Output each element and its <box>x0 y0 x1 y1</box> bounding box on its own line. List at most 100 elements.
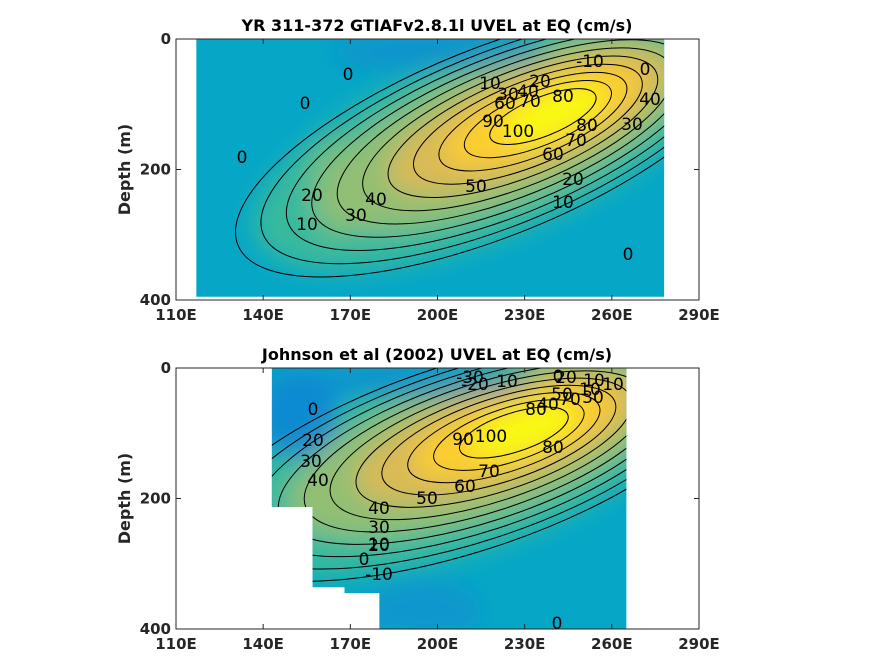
contour-label: 10 <box>579 380 601 400</box>
contour-label: 10 <box>296 215 318 235</box>
x-tick-label: 200E <box>417 306 459 324</box>
contour-line <box>387 55 659 198</box>
contour-line <box>433 399 585 471</box>
contour-label: 90 <box>452 430 474 450</box>
top-panel: YR 311-372 GTIAFv2.8.1l UVEL at EQ (cm/s… <box>115 16 720 324</box>
contour-label: 60 <box>494 94 516 114</box>
contour-label: 80 <box>525 400 547 420</box>
bottom-y-axis-label: Depth (m) <box>115 453 134 545</box>
contour-label: -10 <box>596 375 624 395</box>
y-tick-label: 200 <box>140 490 171 508</box>
bottom-chart-title: Johnson et al (2002) UVEL at EQ (cm/s) <box>261 345 612 364</box>
contour-label: 0 <box>623 245 634 265</box>
contour-line <box>463 80 613 159</box>
field-level <box>471 404 577 456</box>
y-tick-label: 0 <box>161 359 171 377</box>
contour-label: 20 <box>302 431 324 451</box>
contour-label: -30 <box>456 368 484 388</box>
contour-label: 10 <box>552 193 574 213</box>
contour-label: 70 <box>519 92 541 112</box>
contour-label: 20 <box>301 186 323 206</box>
contour-label: 60 <box>542 145 564 165</box>
contour-line <box>458 406 569 459</box>
x-tick-label: 140E <box>242 306 284 324</box>
bottom-contour-lines <box>271 368 627 582</box>
contour-line <box>235 39 665 278</box>
y-tick-label: 200 <box>140 161 171 179</box>
contour-line <box>271 368 627 570</box>
x-tick-label: 110E <box>155 306 197 324</box>
deep-westward-flow <box>362 579 483 629</box>
contour-label: 30 <box>300 452 322 472</box>
contour-label: 80 <box>576 116 598 136</box>
contour-label: 40 <box>365 190 387 210</box>
x-tick-label: 200E <box>417 635 459 653</box>
contour-line <box>355 377 627 508</box>
contour-line <box>303 368 627 533</box>
contour-label: 20 <box>368 536 390 556</box>
y-tick-label: 400 <box>140 620 171 638</box>
contour-label: 0 <box>300 94 311 114</box>
x-tick-label: 260E <box>591 306 633 324</box>
y-tick-label: 400 <box>140 291 171 309</box>
contour-label: 30 <box>621 115 643 135</box>
contour-label: 0 <box>359 550 370 570</box>
contour-label: 30 <box>345 206 367 226</box>
contour-label: 40 <box>537 395 559 415</box>
y-tick-label: 0 <box>161 30 171 48</box>
contour-line <box>438 71 628 172</box>
contour-label: 70 <box>478 462 500 482</box>
contour-label: 10 <box>368 535 390 555</box>
x-tick-label: 290E <box>678 635 720 653</box>
bottom-velocity-field <box>271 368 627 629</box>
contour-label: 20 <box>555 368 577 388</box>
contour-label: 40 <box>307 471 329 491</box>
contour-label: -10 <box>365 565 393 585</box>
contour-label: 50 <box>551 385 573 405</box>
contour-label: 80 <box>552 87 574 107</box>
contour-group <box>271 368 627 582</box>
surface-westward-flow <box>312 368 533 400</box>
contour-label: 70 <box>559 390 581 410</box>
x-tick-label: 230E <box>504 635 546 653</box>
contour-label: -20 <box>461 375 489 395</box>
top-velocity-field <box>196 39 665 297</box>
contour-group <box>235 39 665 278</box>
contour-line <box>271 368 627 582</box>
contour-label: 20 <box>529 72 551 92</box>
contour-label: -10 <box>576 52 604 72</box>
x-tick-label: 140E <box>242 635 284 653</box>
western-westward-flow <box>271 368 339 459</box>
contour-label: 70 <box>565 131 587 151</box>
x-tick-label: 230E <box>504 306 546 324</box>
contour-label: 60 <box>454 477 476 497</box>
contour-line <box>362 47 665 212</box>
contour-label: 50 <box>416 489 438 509</box>
contour-label: 100 <box>475 427 507 447</box>
x-tick-label: 260E <box>591 635 633 653</box>
field-level <box>501 86 605 142</box>
contour-label: 10 <box>583 371 605 391</box>
contour-label: 0 <box>308 400 319 420</box>
contour-line <box>260 39 665 265</box>
contour-label: 40 <box>368 499 390 519</box>
x-tick-label: 290E <box>678 306 720 324</box>
contour-label: 0 <box>237 148 248 168</box>
contour-label: 10 <box>496 372 518 392</box>
contour-line <box>407 392 601 484</box>
contour-label: 40 <box>517 82 539 102</box>
top-chart-title: YR 311-372 GTIAFv2.8.1l UVEL at EQ (cm/s… <box>241 16 633 35</box>
contour-label: 0 <box>552 614 563 634</box>
contour-line <box>311 39 665 238</box>
contour-line <box>489 88 597 145</box>
contour-label: 80 <box>542 438 564 458</box>
contour-label: 0 <box>553 367 564 387</box>
contour-line <box>329 370 627 521</box>
x-tick-label: 170E <box>330 306 372 324</box>
surface-westward-flow <box>327 39 548 71</box>
bottom-panel: Johnson et al (2002) UVEL at EQ (cm/s) -… <box>115 345 720 653</box>
top-y-axis-label: Depth (m) <box>115 124 134 216</box>
contour-line <box>285 39 665 251</box>
